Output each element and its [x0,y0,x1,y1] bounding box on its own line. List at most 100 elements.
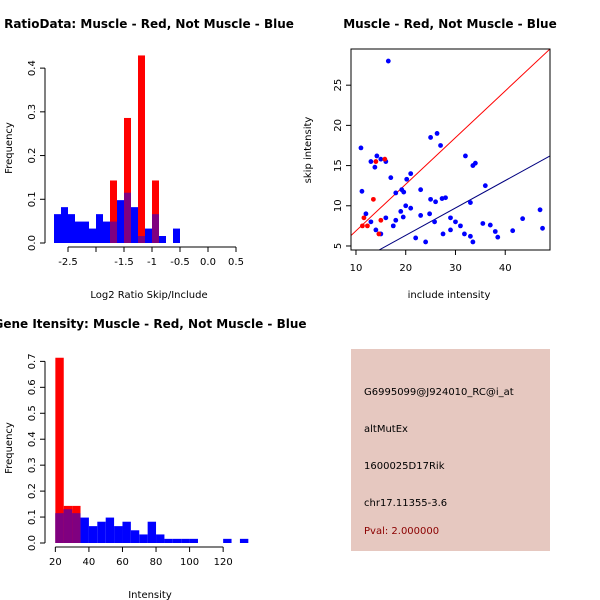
scatter-point-not-muscle [378,156,384,162]
intensity-bar-muscle [55,357,64,543]
ratio-bar-muscle [124,117,131,243]
intensity-bar-not-muscle [114,526,123,543]
intensity-bar-not-muscle [156,534,165,543]
genomic-location: chr17.11355-3.6 [364,498,448,509]
ratio-bar-not-muscle [82,221,89,243]
scatter-point-not-muscle [359,188,365,194]
ratio-bar-overlap [152,214,159,243]
intensity-bar-not-muscle [130,530,140,543]
probe-info-box: G6995099@J924010_RC@i_at altMutEx 160002… [351,349,550,551]
intensity-y-tick-label: 0.6 [27,379,38,395]
scatter-point-not-muscle [368,159,374,164]
scatter-point-not-muscle [363,211,369,217]
scatter-point-not-muscle [372,164,378,170]
scatter-point-not-muscle [537,207,543,213]
scatter-point-muscle [361,215,367,221]
scatter-point-not-muscle [418,187,424,193]
ratio-x-tick-label: -1 [147,257,157,268]
ratio-x-tick-label: -1.5 [114,257,134,268]
intensity-y-tick-label: 0.7 [27,353,38,369]
ratio-bar-not-muscle [61,207,68,243]
scatter-point-not-muscle [428,196,433,202]
scatter-point-muscle [365,223,370,229]
scatter-point-not-muscle [438,143,443,148]
ratio-bar-not-muscle [89,228,96,243]
intensity-x-tick-label: 120 [214,557,233,568]
ratio-bar-muscle [152,180,159,243]
scatter-point-muscle [376,231,382,237]
intensity-histogram-ylabel: Frequency [4,422,15,474]
scatter-y-tick-label: 25 [333,79,344,92]
scatter-point-not-muscle [383,215,389,221]
ratio-bar-not-muscle [117,200,124,243]
ratio-y-tick-label: 0.4 [27,60,38,76]
intensity-scatter: Muscle - Red, Not Muscle - Blue include … [303,17,557,301]
scatter-point-not-muscle [448,215,453,221]
scatter-point-not-muscle [472,160,478,166]
intensity-x-tick-label: 40 [83,557,96,568]
scatter-xlabel: include intensity [408,290,491,301]
intensity-y-tick-label: 0.1 [27,509,38,525]
intensity-bar-not-muscle [223,538,232,543]
scatter-point-not-muscle [440,231,446,237]
ratio-y-tick-label: 0.0 [27,235,38,251]
ratio-bar-overlap [124,192,131,243]
p-value: Pval: 2.000000 [364,526,440,537]
ratio-histogram: RatioData: Muscle - Red, Not Muscle - Bl… [4,17,294,301]
scatter-x-tick-label: 20 [399,263,412,274]
ratio-x-tick-label: -2.5 [58,257,78,268]
ratio-bar-not-muscle [173,228,180,243]
intensity-bar-not-muscle [172,538,182,543]
scatter-point-not-muscle [520,216,526,222]
intensity-y-tick-label: 0.3 [27,457,38,473]
scatter-point-not-muscle [540,225,545,231]
scatter-point-not-muscle [443,195,448,201]
ratio-bar-not-muscle [103,221,110,243]
scatter-x-tick-label: 30 [449,263,462,274]
intensity-bar-not-muscle [189,538,198,543]
intensity-bar-not-muscle [97,521,106,543]
scatter-point-not-muscle [398,209,404,214]
intensity-bar-not-muscle [239,538,249,543]
scatter-point-not-muscle [428,135,433,140]
ratio-histogram-xlabel: Log2 Ratio Skip/Include [90,290,207,301]
ratio-bar-overlap [138,236,145,243]
scatter-x-tick-label: 10 [350,263,363,274]
scatter-point-not-muscle [432,219,437,225]
scatter-point-not-muscle [482,183,488,189]
scatter-point-not-muscle [492,229,498,234]
scatter-point-not-muscle [434,131,440,136]
intensity-x-tick-label: 100 [180,557,199,568]
intensity-bar-not-muscle [164,538,173,543]
scatter-red-line [351,49,550,236]
scatter-point-not-muscle [480,221,486,226]
scatter-point-not-muscle [388,175,394,181]
intensity-y-tick-label: 0.4 [27,431,38,447]
intensity-histogram-xlabel: Intensity [128,590,172,600]
scatter-point-muscle [378,217,384,223]
scatter-point-not-muscle [468,200,473,205]
scatter-blue-line [378,155,550,250]
scatter-point-not-muscle [423,239,429,245]
scatter-y-tick-label: 5 [333,243,344,249]
ratio-bar-muscle [110,180,117,243]
ratio-histogram-title: RatioData: Muscle - Red, Not Muscle - Bl… [4,17,294,31]
intensity-bar-not-muscle [181,538,190,543]
scatter-point-not-muscle [487,222,493,228]
scatter-point-not-muscle [393,190,399,196]
intensity-x-tick-label: 20 [49,557,62,568]
scatter-point-not-muscle [418,213,424,218]
scatter-point-not-muscle [400,214,406,220]
scatter-point-not-muscle [408,171,414,177]
scatter-y-tick-label: 20 [333,119,344,132]
scatter-point-muscle [382,156,388,162]
intensity-histogram-title: Gene Itensity: Muscle - Red, Not Muscle … [0,317,307,331]
scatter-point-muscle [360,223,365,229]
intensity-bar-overlap [72,513,81,543]
scatter-point-not-muscle [401,189,407,195]
scatter-point-muscle [370,196,376,202]
scatter-point-not-muscle [495,234,501,240]
scatter-point-not-muscle [448,227,453,233]
ratio-x-tick-label: 0.5 [228,257,244,268]
